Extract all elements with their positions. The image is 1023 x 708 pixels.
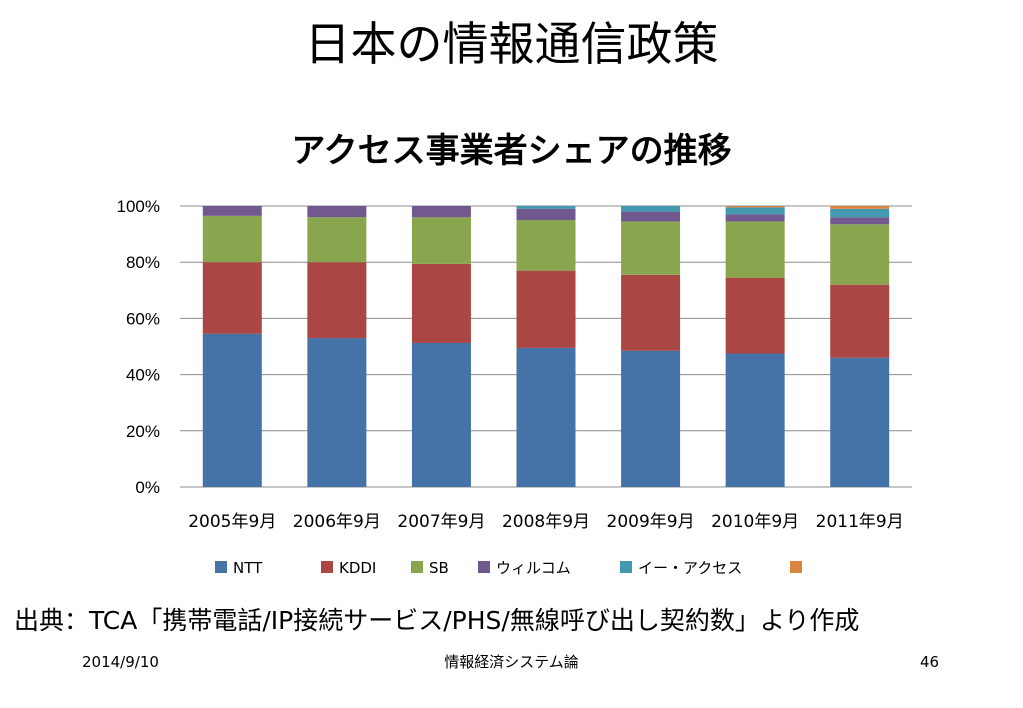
bar-segment xyxy=(621,211,681,222)
y-tick-label: 80% xyxy=(126,253,160,272)
bar-segment xyxy=(830,206,890,209)
bar-segment xyxy=(307,338,367,487)
slide-title: 日本の情報通信政策 xyxy=(304,17,719,71)
y-tick-label: 40% xyxy=(126,366,160,385)
y-tick-label: 20% xyxy=(126,422,160,441)
bar-segment xyxy=(725,353,785,487)
y-tick-label: 60% xyxy=(126,309,160,328)
stacked-bar-chart: 0% 20% 40% 60% 80% 100% 2005年9月 2006年9月 2007年9月 2… xyxy=(117,197,912,577)
bar-segment xyxy=(830,208,890,218)
bar-segment xyxy=(202,262,262,334)
legend-label: イー・アクセス xyxy=(638,559,742,577)
bar-segment xyxy=(621,221,681,275)
bar-segment xyxy=(202,333,262,487)
bar-segment xyxy=(202,215,262,263)
bar-segment xyxy=(621,274,681,351)
bar-segment xyxy=(830,224,890,285)
footer-date: 2014/9/10 xyxy=(82,653,159,671)
legend-label: ウィルコム xyxy=(496,559,571,577)
chart-title: アクセス事業者シェアの推移 xyxy=(291,131,732,171)
source-note: 出典：TCA「携帯電話/IP接続サービス/PHS/無線呼び出し契約数」より作成 xyxy=(14,606,860,635)
x-tick-label: 2009年9月 xyxy=(607,512,695,532)
x-tick-label: 2007年9月 xyxy=(397,512,485,532)
bar-segment xyxy=(307,262,367,339)
bar-segment xyxy=(516,220,576,271)
bar-segment xyxy=(411,217,471,264)
x-tick-label: 2005年9月 xyxy=(188,512,276,532)
bar-segment xyxy=(725,221,785,278)
bar-segment xyxy=(725,277,785,354)
bar-segment xyxy=(830,357,890,487)
bar-segment xyxy=(411,206,471,218)
bar-segment xyxy=(725,206,785,208)
legend-label: SB xyxy=(429,559,449,577)
legend-label: KDDI xyxy=(339,559,376,577)
legend-swatch xyxy=(215,561,227,573)
x-tick-label: 2008年9月 xyxy=(502,512,590,532)
footer-course-title: 情報経済システム論 xyxy=(444,653,579,671)
legend-swatch xyxy=(478,561,490,573)
bar-segment xyxy=(307,206,367,218)
footer-page-number: 46 xyxy=(920,653,940,671)
y-tick-label: 0% xyxy=(135,478,160,497)
bar-segment xyxy=(725,207,785,215)
x-tick-label: 2011年9月 xyxy=(816,512,904,532)
bar-segment xyxy=(725,214,785,222)
y-tick-label: 100% xyxy=(117,197,160,216)
legend-swatch xyxy=(321,561,333,573)
legend-swatch xyxy=(790,561,802,573)
legend-swatch xyxy=(411,561,423,573)
x-tick-label: 2006年9月 xyxy=(293,512,381,532)
bar-segment xyxy=(411,263,471,343)
bar-segment xyxy=(411,342,471,487)
bar-segment xyxy=(621,206,681,212)
bar-segment xyxy=(830,284,890,358)
bar-segment xyxy=(516,347,576,487)
bar-segment xyxy=(202,206,262,216)
bar-segment xyxy=(516,270,576,348)
bar-segment xyxy=(621,350,681,487)
legend-label: NTT xyxy=(233,559,263,577)
bar-segment xyxy=(516,208,576,221)
bar-segment xyxy=(830,217,890,225)
bar-segment xyxy=(307,217,367,263)
legend-swatch xyxy=(620,561,632,573)
bar-segment xyxy=(516,206,576,209)
x-tick-label: 2010年9月 xyxy=(711,512,799,532)
